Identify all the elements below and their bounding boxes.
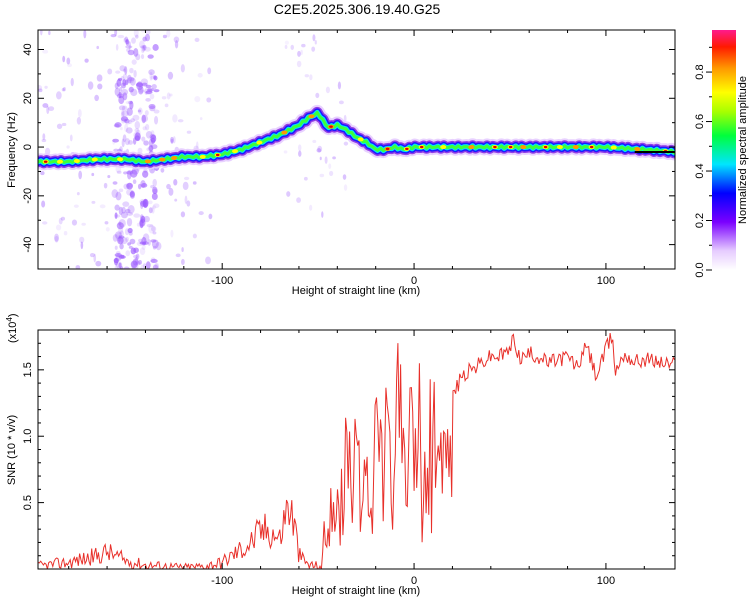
- chart-title: C2E5.2025.306.19.40.G25: [274, 1, 441, 17]
- spectrogram-x-axis-title: Height of straight line (km): [292, 285, 420, 297]
- colorbar: 0.0 0.2 0.4 0.6 0.8 Normalized spectral ampl…: [694, 30, 749, 278]
- snr-x-tick-label: 0: [411, 575, 417, 587]
- spectrogram-heatmap: [38, 30, 675, 269]
- spectrogram-axes: -100 0 100 -40 -20 0 20 40: [22, 30, 675, 287]
- snr-panel: -100 0 100 0.5 1.0 1.5 Height of straight lin…: [5, 313, 676, 597]
- colorbar-ticks: 0.0 0.2 0.4 0.6 0.8: [694, 46, 712, 278]
- snr-x-tick-label: -100: [211, 575, 233, 587]
- colorbar-tick-label: 0.2: [694, 213, 706, 228]
- spectrogram-y-tick-label: -20: [22, 188, 34, 204]
- snr-axes: -100 0 100 0.5 1.0 1.5: [22, 330, 675, 587]
- colorbar-tick-label: 0.4: [694, 163, 706, 178]
- spectrogram-panel: -100 0 100 -40 -20 0 20 40 Height of straight l…: [6, 29, 676, 297]
- snr-series-line: [38, 333, 675, 569]
- colorbar-gradient: [712, 30, 736, 270]
- spectrogram-y-tick-label: -40: [22, 237, 34, 253]
- colorbar-tick-label: 0.0: [694, 262, 706, 277]
- colorbar-tick-label: 0.8: [694, 64, 706, 79]
- snr-x-axis-title: Height of straight line (km): [292, 585, 420, 597]
- snr-x-tick-label: 100: [597, 575, 615, 587]
- snr-y-axis-title: SNR (10 * v/v): [6, 415, 18, 485]
- spectrogram-ridge: [38, 104, 675, 171]
- snr-plot-area: [38, 333, 675, 569]
- snr-y-tick-label: 0.5: [22, 495, 34, 510]
- spectrogram-y-tick-label: 40: [22, 43, 34, 55]
- spectrogram-x-tick-label: -100: [211, 275, 233, 287]
- spectrogram-y-tick-label: 20: [22, 92, 34, 104]
- snr-y-tick-label: 1.5: [22, 362, 34, 377]
- snr-scale-label: (x104): [5, 313, 19, 343]
- colorbar-label: Normalized spectral amplitude: [737, 76, 749, 224]
- spectrogram-y-axis-title: Frequency (Hz): [6, 112, 18, 188]
- spectrogram-frame: [37, 29, 676, 270]
- spectrogram-x-tick-label: 0: [411, 275, 417, 287]
- snr-y-tick-label: 1.0: [22, 429, 34, 444]
- snr-frame: [37, 329, 676, 570]
- spectrogram-x-tick-label: 100: [597, 275, 615, 287]
- colorbar-tick-label: 0.6: [694, 114, 706, 129]
- spectrogram-y-tick-label: 0: [22, 144, 34, 150]
